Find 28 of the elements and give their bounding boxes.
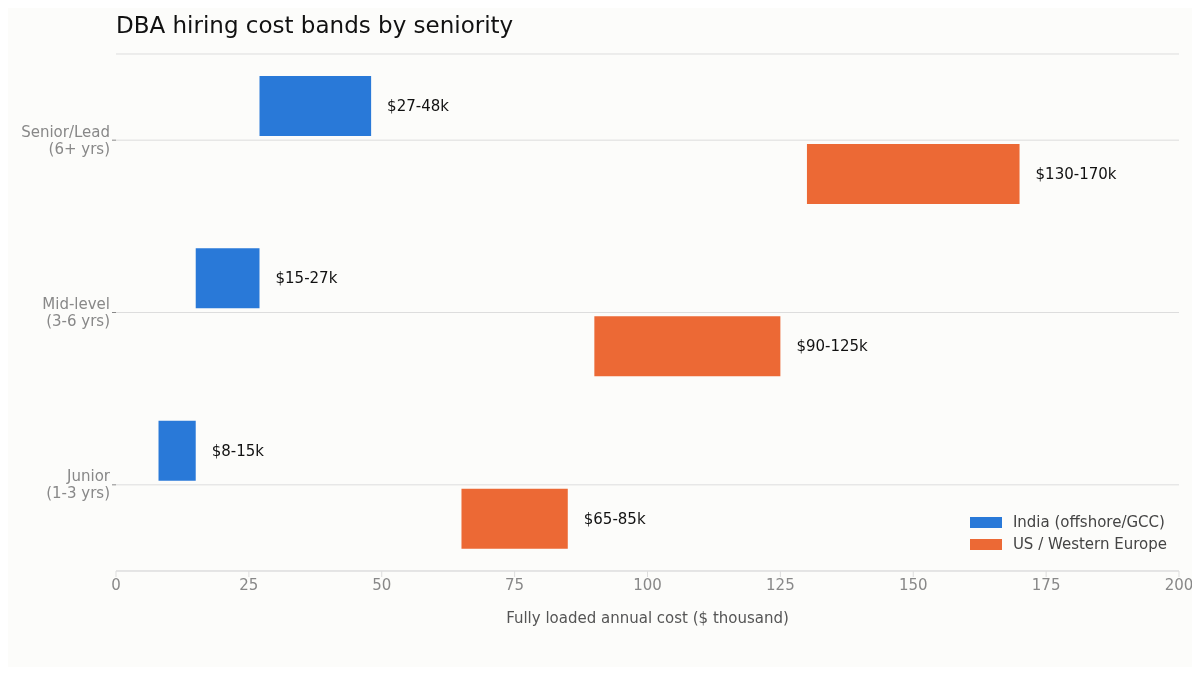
x-tick-label: 25 [239, 575, 259, 594]
bar [158, 420, 196, 481]
chart-title: DBA hiring cost bands by seniority [116, 12, 514, 38]
x-tick-label: 100 [633, 575, 662, 594]
bar [806, 144, 1020, 204]
x-tick-label: 150 [898, 575, 928, 594]
x-tick-label: 125 [766, 575, 795, 594]
bar [259, 76, 372, 136]
x-tick-label: 0 [111, 575, 121, 594]
x-tick-label: 175 [1031, 575, 1061, 594]
y-tick-label: Mid-level (3-6 yrs) [42, 295, 110, 330]
y-tick-label: Senior/Lead (6+ yrs) [21, 122, 110, 158]
bar [195, 248, 260, 309]
x-tick-label: 75 [505, 575, 525, 594]
data-label: $130-170k [1035, 165, 1117, 183]
data-label: $15-27k [275, 269, 338, 288]
bar [594, 316, 781, 377]
x-tick-label: 50 [372, 575, 392, 594]
data-label: $8-15k [211, 441, 265, 460]
x-axis-title: Fully loaded annual cost ($ thousand) [506, 609, 789, 627]
legend-label: India (offshore/GCC) [1011, 513, 1166, 531]
y-tick-label: Junior (1-3 yrs) [46, 467, 111, 503]
data-label: $90-125k [796, 337, 869, 356]
data-label: $27-48k [387, 97, 450, 115]
bar [461, 488, 568, 549]
legend-label: US / Western Europe [1011, 535, 1167, 553]
x-tick-label: 200 [1164, 575, 1194, 594]
data-label: $65-85k [583, 509, 646, 528]
